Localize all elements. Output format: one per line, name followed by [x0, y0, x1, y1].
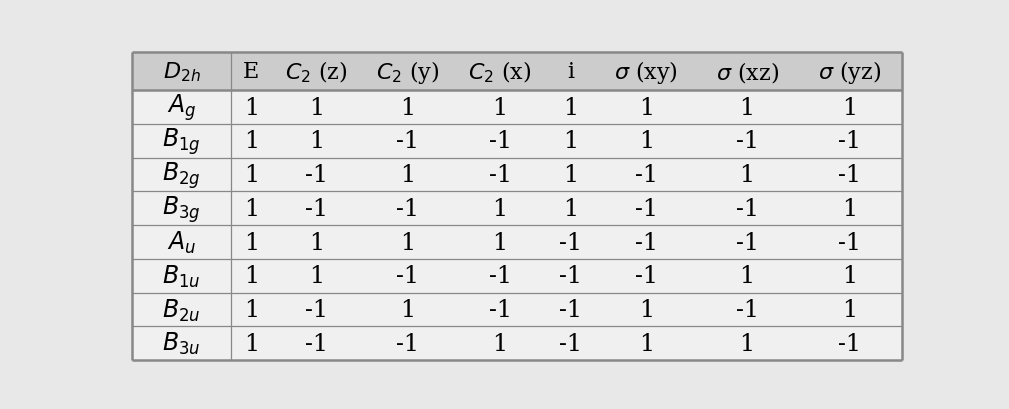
Text: $\sigma$ (xy): $\sigma$ (xy)	[614, 58, 678, 85]
Text: 1: 1	[843, 298, 858, 321]
Text: -1: -1	[838, 332, 862, 355]
Text: -1: -1	[838, 130, 862, 153]
Text: 1: 1	[401, 97, 416, 119]
Text: 1: 1	[309, 130, 324, 153]
Text: E: E	[243, 61, 259, 83]
Text: i: i	[567, 61, 574, 83]
Text: 1: 1	[639, 298, 654, 321]
Text: 1: 1	[563, 197, 578, 220]
Text: 1: 1	[843, 97, 858, 119]
Text: -1: -1	[397, 332, 419, 355]
Text: -1: -1	[838, 164, 862, 187]
Text: -1: -1	[305, 164, 328, 187]
Text: 1: 1	[492, 231, 508, 254]
Text: $\sigma$ (xz): $\sigma$ (xz)	[715, 59, 779, 84]
Text: 1: 1	[843, 197, 858, 220]
Text: -1: -1	[838, 231, 862, 254]
Text: 1: 1	[243, 298, 258, 321]
Text: $C_2$ (x): $C_2$ (x)	[468, 59, 532, 85]
Text: 1: 1	[243, 332, 258, 355]
Text: 1: 1	[243, 130, 258, 153]
Text: -1: -1	[488, 265, 512, 288]
Text: 1: 1	[243, 265, 258, 288]
Text: -1: -1	[397, 197, 419, 220]
Text: -1: -1	[305, 298, 328, 321]
Text: 1: 1	[563, 164, 578, 187]
Text: -1: -1	[305, 197, 328, 220]
Text: $B_{2u}$: $B_{2u}$	[162, 297, 201, 323]
Text: 1: 1	[639, 97, 654, 119]
Text: -1: -1	[559, 231, 582, 254]
Text: -1: -1	[635, 231, 658, 254]
Text: 1: 1	[492, 197, 508, 220]
Text: 1: 1	[401, 298, 416, 321]
Text: 1: 1	[740, 265, 755, 288]
Text: $B_{1g}$: $B_{1g}$	[162, 126, 201, 157]
Text: 1: 1	[243, 97, 258, 119]
Text: -1: -1	[559, 332, 582, 355]
Text: 1: 1	[309, 231, 324, 254]
Bar	[132, 53, 902, 91]
Text: -1: -1	[397, 130, 419, 153]
Text: 1: 1	[401, 164, 416, 187]
Text: -1: -1	[397, 265, 419, 288]
Text: 1: 1	[639, 332, 654, 355]
Text: 1: 1	[639, 130, 654, 153]
Text: 1: 1	[243, 231, 258, 254]
Text: $B_{3g}$: $B_{3g}$	[162, 193, 201, 224]
Text: -1: -1	[305, 332, 328, 355]
Text: $B_{2g}$: $B_{2g}$	[162, 160, 201, 191]
Text: $A_g$: $A_g$	[166, 92, 196, 123]
Bar	[132, 91, 902, 360]
Text: $B_{1u}$: $B_{1u}$	[162, 263, 201, 289]
Text: 1: 1	[740, 332, 755, 355]
Text: 1: 1	[401, 231, 416, 254]
Text: 1: 1	[243, 197, 258, 220]
Text: $B_{3u}$: $B_{3u}$	[162, 330, 201, 357]
Text: 1: 1	[563, 130, 578, 153]
Text: 1: 1	[740, 97, 755, 119]
Text: -1: -1	[736, 231, 759, 254]
Text: 1: 1	[492, 332, 508, 355]
Text: 1: 1	[843, 265, 858, 288]
Text: 1: 1	[740, 164, 755, 187]
Text: -1: -1	[635, 265, 658, 288]
Text: -1: -1	[488, 164, 512, 187]
Text: 1: 1	[309, 97, 324, 119]
Text: $C_2$ (y): $C_2$ (y)	[376, 58, 439, 85]
Text: 1: 1	[243, 164, 258, 187]
Text: 1: 1	[492, 97, 508, 119]
Text: -1: -1	[559, 298, 582, 321]
Text: -1: -1	[635, 164, 658, 187]
Text: $A_u$: $A_u$	[166, 229, 196, 256]
Text: -1: -1	[736, 298, 759, 321]
Text: -1: -1	[736, 130, 759, 153]
Text: -1: -1	[488, 298, 512, 321]
Text: -1: -1	[488, 130, 512, 153]
Text: $C_2$ (z): $C_2$ (z)	[286, 59, 348, 85]
Text: -1: -1	[559, 265, 582, 288]
Text: 1: 1	[563, 97, 578, 119]
Text: -1: -1	[635, 197, 658, 220]
Text: 1: 1	[309, 265, 324, 288]
Text: $\sigma$ (yz): $\sigma$ (yz)	[818, 58, 881, 85]
Text: -1: -1	[736, 197, 759, 220]
Text: $D_{2h}$: $D_{2h}$	[162, 60, 201, 84]
